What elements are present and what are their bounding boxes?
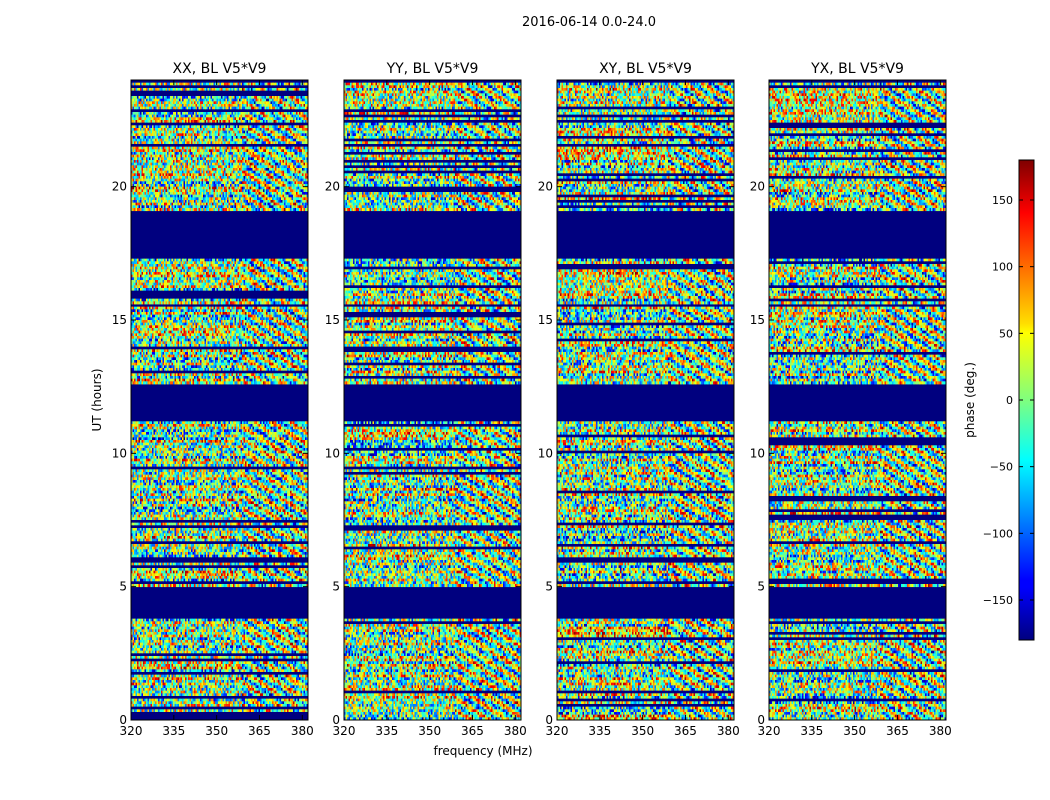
x-tick-label: 320 — [120, 724, 143, 738]
panel-xx: XX, BL V5*V9 320 335 350 365 380 0 5 10 15 20 — [112, 61, 314, 738]
y-tick-label: 10 — [112, 446, 127, 460]
y-tick-label: 10 — [538, 446, 553, 460]
y-tick-label: 15 — [112, 313, 127, 327]
axes-frame — [768, 79, 947, 721]
y-axis-label: UT (hours) — [90, 368, 104, 431]
panel-title: XY, BL V5*V9 — [599, 61, 692, 77]
y-tick-label: 0 — [545, 713, 553, 727]
panel-yx: YX, BL V5*V9 320 335 350 365 380 0 5 10 15 20 — [750, 61, 952, 738]
colorbar-label: phase (deg.) — [963, 362, 977, 438]
phase-heatmap — [557, 80, 734, 720]
x-tick-label: 350 — [205, 724, 228, 738]
phase-heatmap — [344, 80, 521, 720]
colorbar-tick-label: 50 — [999, 327, 1013, 340]
y-tick-label: 15 — [538, 313, 553, 327]
x-tick-label: 365 — [461, 724, 484, 738]
phase-heatmap — [131, 80, 308, 720]
x-tick-label: 335 — [162, 724, 185, 738]
axes-frame — [556, 79, 735, 721]
colorbar-tick-label: −150 — [983, 594, 1013, 607]
x-tick-label: 335 — [800, 724, 823, 738]
colorbar-tick-label: 100 — [992, 261, 1013, 274]
colorbar-tick-label: 150 — [992, 194, 1013, 207]
panel-title: YY, BL V5*V9 — [386, 61, 479, 77]
phase-heatmap — [769, 80, 946, 720]
x-tick-label: 335 — [375, 724, 398, 738]
x-tick-label: 320 — [546, 724, 569, 738]
y-tick-label: 10 — [750, 446, 765, 460]
x-tick-label: 365 — [674, 724, 697, 738]
y-tick-label: 10 — [325, 446, 340, 460]
y-tick-label: 5 — [545, 580, 553, 594]
colorbar-tick-label: 0 — [1006, 394, 1013, 407]
x-tick-label: 380 — [929, 724, 952, 738]
x-axis-label: frequency (MHz) — [433, 744, 532, 758]
x-tick-label: 380 — [291, 724, 314, 738]
x-tick-label: 365 — [886, 724, 909, 738]
x-tick-label: 320 — [758, 724, 781, 738]
y-tick-label: 5 — [119, 580, 127, 594]
y-tick-label: 20 — [750, 180, 765, 194]
y-tick-label: 15 — [325, 313, 340, 327]
x-tick-label: 365 — [248, 724, 271, 738]
y-tick-label: 15 — [750, 313, 765, 327]
x-tick-label: 350 — [418, 724, 441, 738]
y-tick-label: 20 — [112, 180, 127, 194]
y-tick-label: 0 — [119, 713, 127, 727]
figure-title: 2016-06-14 0.0-24.0 — [522, 15, 656, 30]
colorbar-tick-label: −100 — [983, 527, 1013, 540]
x-tick-label: 350 — [631, 724, 654, 738]
y-tick-label: 0 — [757, 713, 765, 727]
y-tick-label: 0 — [332, 713, 340, 727]
y-tick-label: 5 — [757, 580, 765, 594]
axes-frame — [130, 79, 309, 721]
y-tick-label: 20 — [325, 180, 340, 194]
y-tick-label: 20 — [538, 180, 553, 194]
x-tick-label: 380 — [717, 724, 740, 738]
x-tick-label: 350 — [843, 724, 866, 738]
panel-yy: YY, BL V5*V9 320 335 350 365 380 0 5 10 15 20 — [325, 61, 527, 738]
colorbar: −150 −100 −50 0 50 100 150 phase (deg.) — [963, 159, 1035, 641]
x-tick-label: 335 — [588, 724, 611, 738]
x-tick-label: 320 — [333, 724, 356, 738]
colorbar-tick-label: −50 — [990, 461, 1013, 474]
axes-frame — [343, 79, 522, 721]
panel-xy: XY, BL V5*V9 320 335 350 365 380 0 5 10 15 20 — [538, 61, 740, 738]
panel-title: XX, BL V5*V9 — [173, 61, 267, 77]
panel-title: YX, BL V5*V9 — [810, 61, 904, 77]
y-tick-label: 5 — [332, 580, 340, 594]
x-tick-label: 380 — [504, 724, 527, 738]
